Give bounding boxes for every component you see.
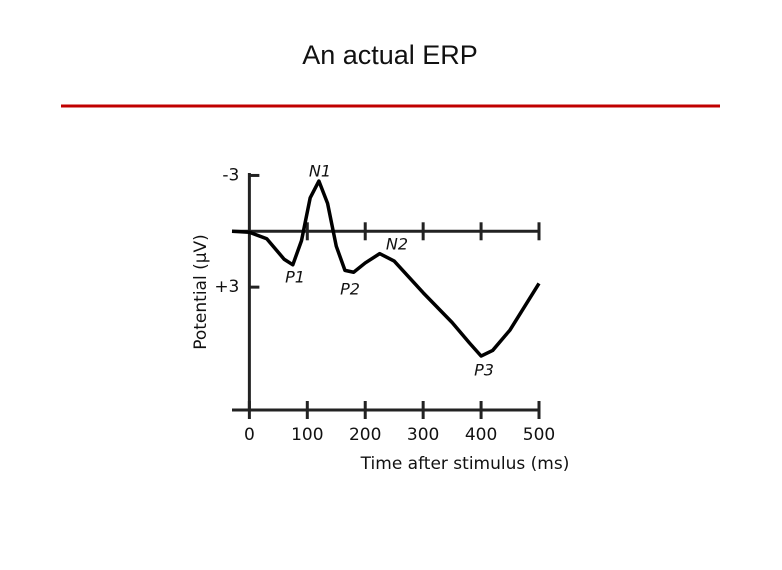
erp-line: [231, 179, 541, 358]
peak-label: P2: [340, 280, 360, 299]
x-tick-label: 100: [291, 425, 323, 445]
x-tick-label: 0: [244, 425, 255, 445]
y-tick-label: +3: [214, 277, 239, 297]
x-tick-label: 400: [465, 425, 497, 445]
y-axis-label: Potential (µV): [191, 234, 211, 350]
slide-title: An actual ERP: [302, 40, 478, 70]
x-axis-label: Time after stimulus (ms): [360, 454, 570, 474]
x-tick-label: 300: [407, 425, 439, 445]
peak-label: N1: [309, 162, 331, 181]
x-tick-label: 500: [523, 425, 555, 445]
peak-label: P1: [285, 268, 305, 287]
y-tick-label: -3: [222, 165, 239, 185]
peak-label: N2: [386, 235, 408, 254]
x-tick-label: 200: [349, 425, 381, 445]
peak-label: P3: [474, 361, 494, 380]
